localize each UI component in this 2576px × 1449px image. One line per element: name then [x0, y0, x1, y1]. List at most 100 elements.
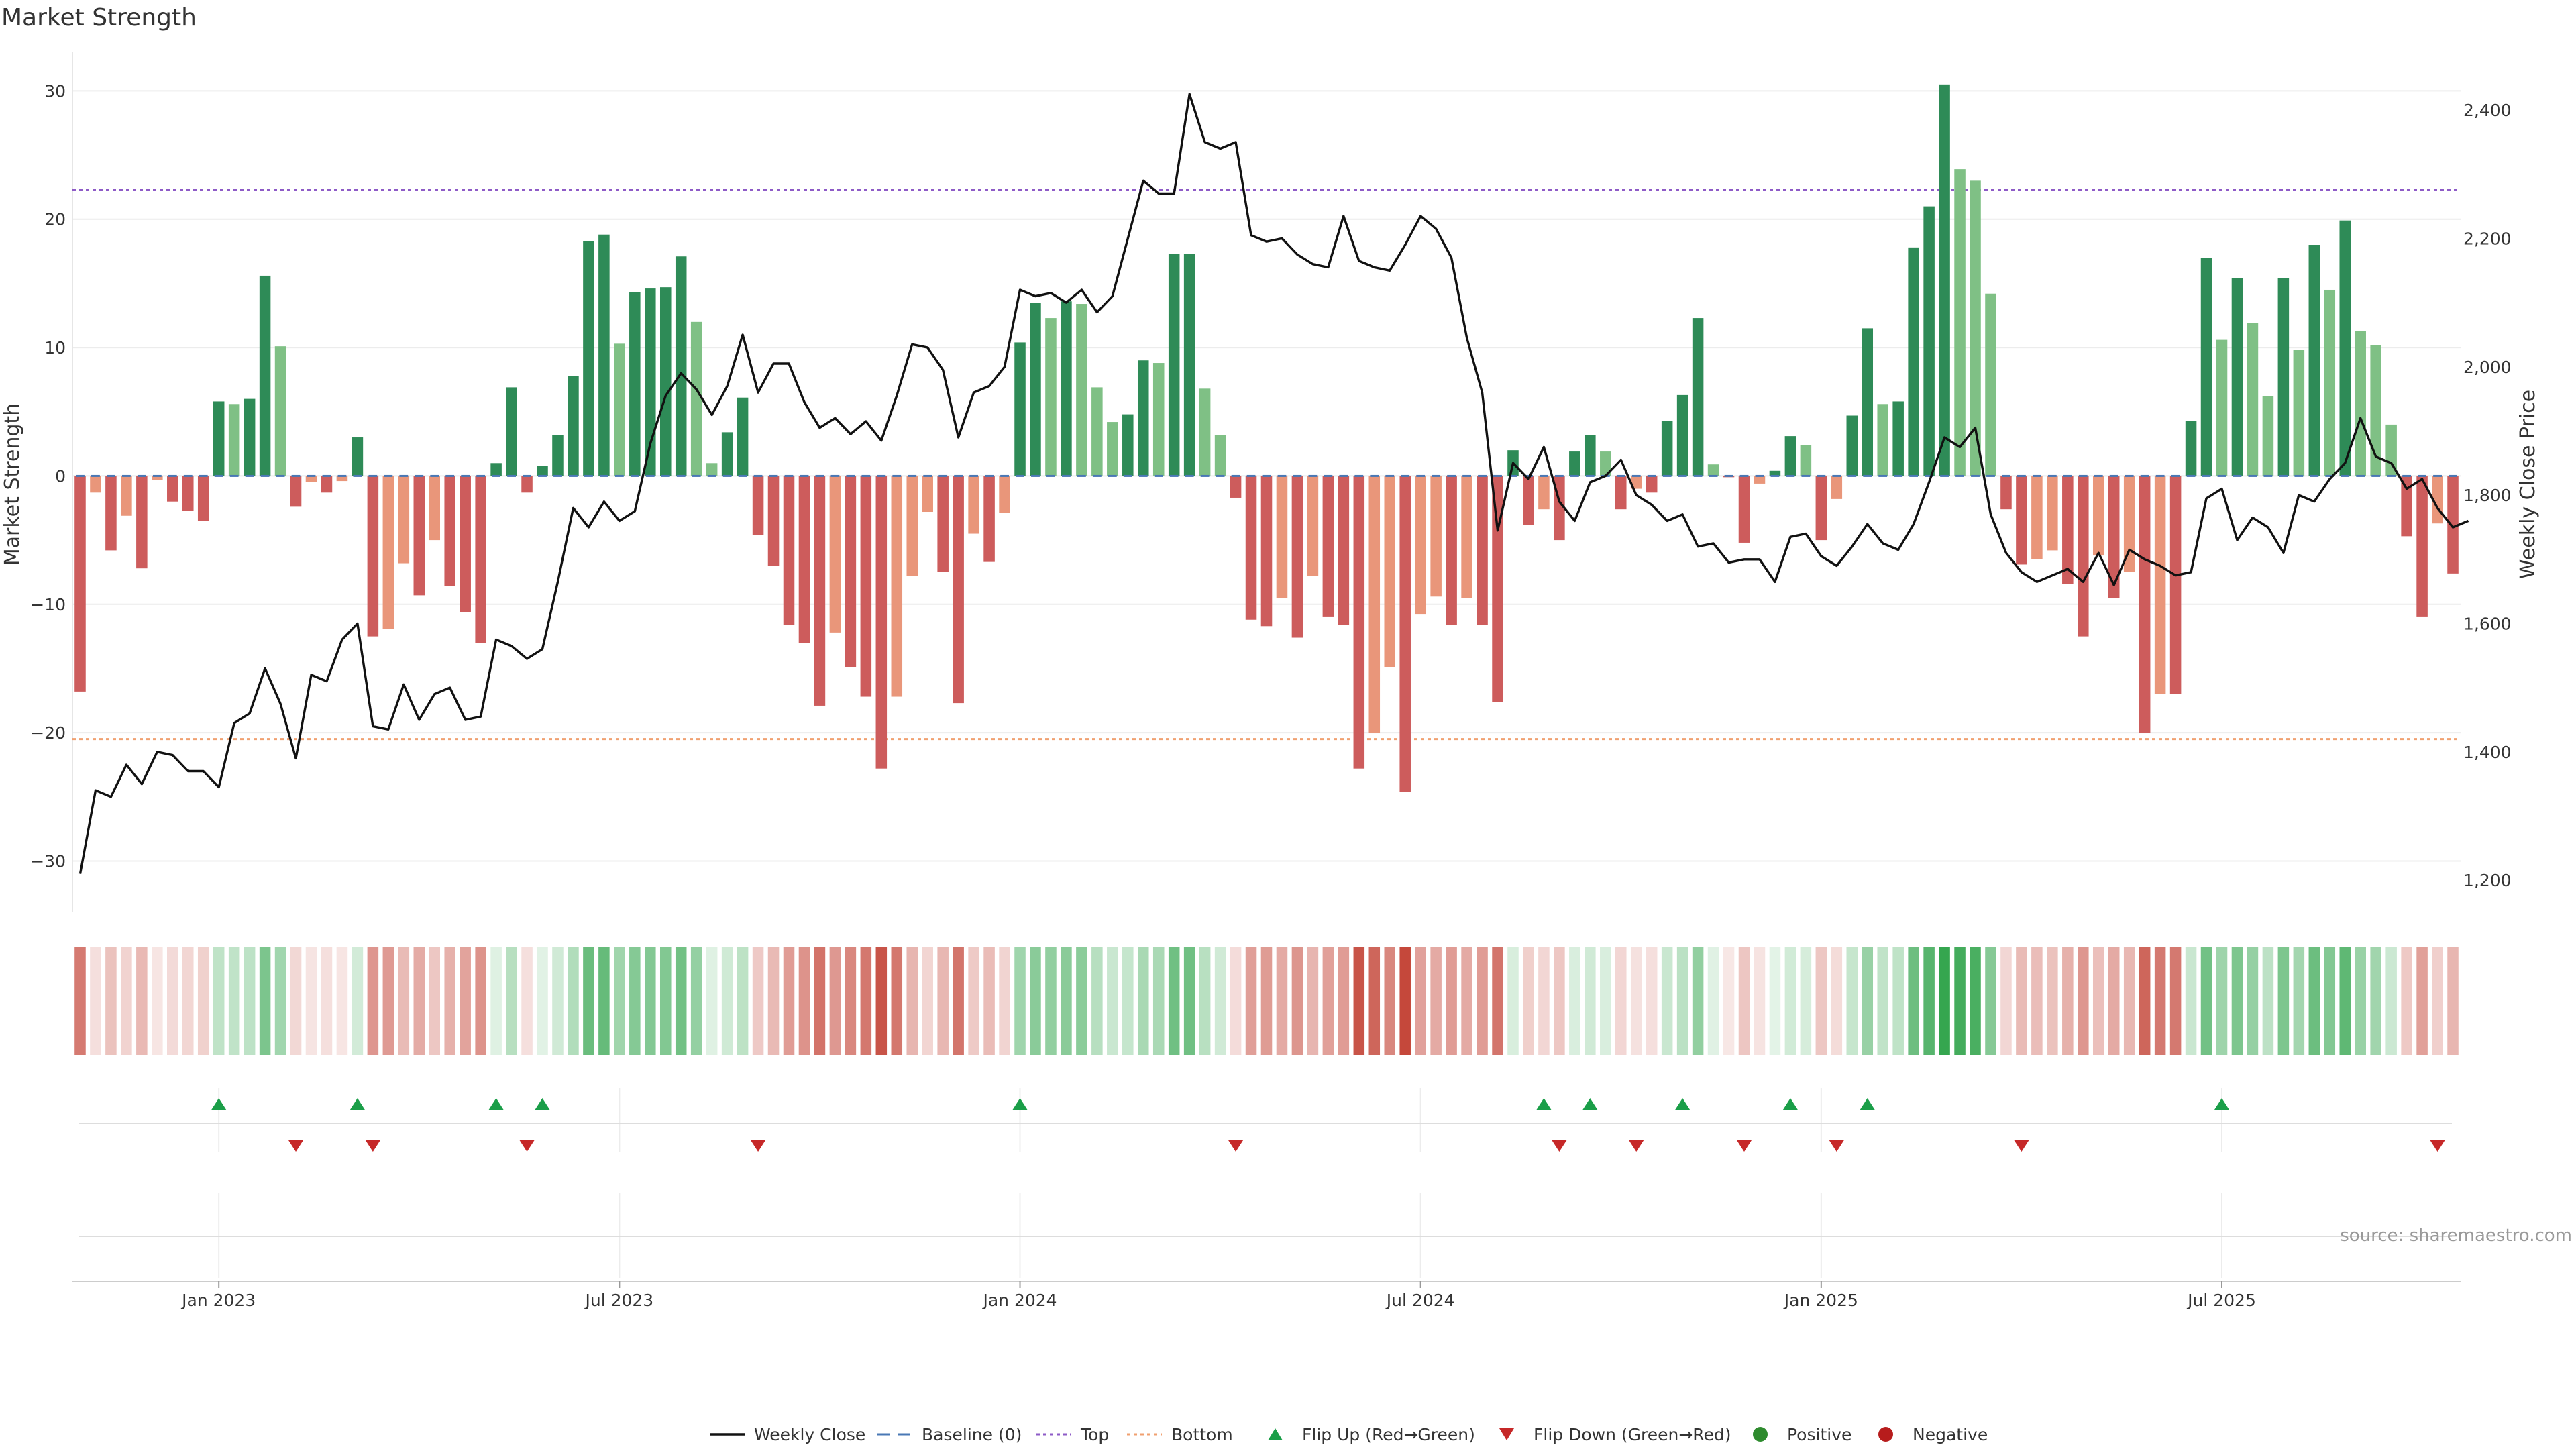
flip-down-marker	[1228, 1140, 1244, 1152]
heatmap-cell	[2200, 947, 2212, 1055]
strength-bar	[721, 432, 733, 476]
strength-bar	[614, 343, 625, 476]
strength-bar	[2277, 278, 2290, 476]
strength-bar	[521, 476, 533, 493]
heatmap-cell	[983, 947, 995, 1055]
heatmap-cell	[1970, 947, 1981, 1055]
strength-bar	[1168, 254, 1180, 476]
strength-bar	[1214, 435, 1226, 476]
heatmap-cell	[2308, 947, 2320, 1055]
x-tick-label: Jul 2024	[1385, 1291, 1455, 1310]
strength-bar	[2216, 339, 2228, 476]
flip-down-marker	[365, 1140, 380, 1152]
heatmap-cell	[2447, 947, 2459, 1055]
heatmap-cell	[814, 947, 826, 1055]
heatmap-cell	[598, 947, 610, 1055]
strength-bar	[1477, 476, 1488, 625]
heatmap-cell	[891, 947, 903, 1055]
heatmap-cell	[121, 947, 132, 1055]
heatmap-cell	[2370, 947, 2381, 1055]
strength-bar	[1970, 180, 1981, 476]
strength-bar	[1446, 476, 1457, 625]
strength-bar	[1738, 476, 1750, 543]
heatmap-cell	[244, 947, 256, 1055]
strength-bar	[1862, 328, 1874, 476]
strength-bar	[1815, 476, 1827, 541]
x-tick-label: Jan 2025	[1783, 1291, 1858, 1310]
flip-up-marker	[1536, 1098, 1552, 1110]
heatmap-cell	[105, 947, 117, 1055]
y-tick-label: 0	[55, 466, 66, 486]
strength-bar	[1045, 318, 1057, 476]
heatmap-cell	[1415, 947, 1426, 1055]
heatmap-cell	[1815, 947, 1827, 1055]
strength-bar	[1307, 476, 1319, 576]
legend-swatch-circle	[1878, 1427, 1893, 1442]
flip-down-marker	[519, 1140, 535, 1152]
heatmap-cell	[2262, 947, 2274, 1055]
heatmap-cell	[197, 947, 209, 1055]
heatmap-cell	[1307, 947, 1319, 1055]
heatmap-cell	[1368, 947, 1381, 1055]
strength-bar	[1322, 476, 1334, 617]
strength-bar	[953, 476, 964, 704]
heatmap-cell	[1862, 947, 1874, 1055]
heatmap-cell	[182, 947, 194, 1055]
strength-bar	[1630, 476, 1642, 489]
heatmap-cell	[2432, 947, 2443, 1055]
heatmap-cell	[690, 947, 702, 1055]
heatmap-cell	[2123, 947, 2135, 1055]
flip-up-marker	[535, 1098, 550, 1110]
flip-down-marker	[751, 1140, 766, 1152]
legend-label: Positive	[1787, 1425, 1851, 1444]
strength-bar	[413, 476, 425, 596]
heatmap-cell	[752, 947, 764, 1055]
y2-tick-label: 1,400	[2463, 743, 2512, 762]
strength-bar	[2078, 476, 2089, 637]
heatmap-cell	[1061, 947, 1072, 1055]
strength-bar	[1122, 414, 1134, 476]
flip-up-marker	[211, 1098, 227, 1110]
strength-bar	[429, 476, 441, 541]
heatmap-cell	[1523, 947, 1534, 1055]
strength-bar	[767, 476, 780, 566]
strength-bar	[829, 476, 841, 633]
x-tick-label: Jan 2023	[180, 1291, 256, 1310]
strength-bar	[460, 476, 471, 612]
strength-bar	[675, 256, 687, 476]
heatmap-cell	[2092, 947, 2104, 1055]
heatmap-cell	[1554, 947, 1565, 1055]
strength-bar	[1014, 342, 1026, 476]
strength-bar	[568, 376, 579, 476]
heatmap-cell	[829, 947, 841, 1055]
heatmap-cell	[2169, 947, 2182, 1055]
heatmap-cell	[1507, 947, 1519, 1055]
strength-bar	[490, 463, 502, 476]
strength-bar	[506, 387, 517, 476]
y-tick-label: −10	[30, 595, 66, 614]
flip-down-marker	[1552, 1140, 1567, 1152]
strength-bar	[444, 476, 455, 586]
strength-bar	[906, 476, 918, 576]
heatmap-cell	[1769, 947, 1781, 1055]
heatmap-cell	[336, 947, 348, 1055]
heatmap-cell	[1538, 947, 1550, 1055]
strength-bars	[74, 84, 2459, 792]
y-tick-label: 30	[44, 81, 66, 101]
heatmap-cell	[1477, 947, 1488, 1055]
strength-bar	[1152, 363, 1165, 476]
heatmap-cell	[1137, 947, 1149, 1055]
strength-bar	[2185, 421, 2197, 476]
strength-bar	[1415, 476, 1426, 615]
heatmap-cell	[2108, 947, 2120, 1055]
strength-bar	[90, 476, 101, 493]
strength-bar	[1061, 301, 1072, 476]
strength-bar	[1523, 476, 1534, 525]
heatmap-cell	[74, 947, 86, 1055]
strength-bar	[922, 476, 933, 513]
heatmap-cell	[1630, 947, 1642, 1055]
strength-bar	[598, 234, 610, 476]
strength-bar	[1676, 394, 1688, 476]
heatmap-cell	[2031, 947, 2043, 1055]
heatmap-cell	[568, 947, 579, 1055]
